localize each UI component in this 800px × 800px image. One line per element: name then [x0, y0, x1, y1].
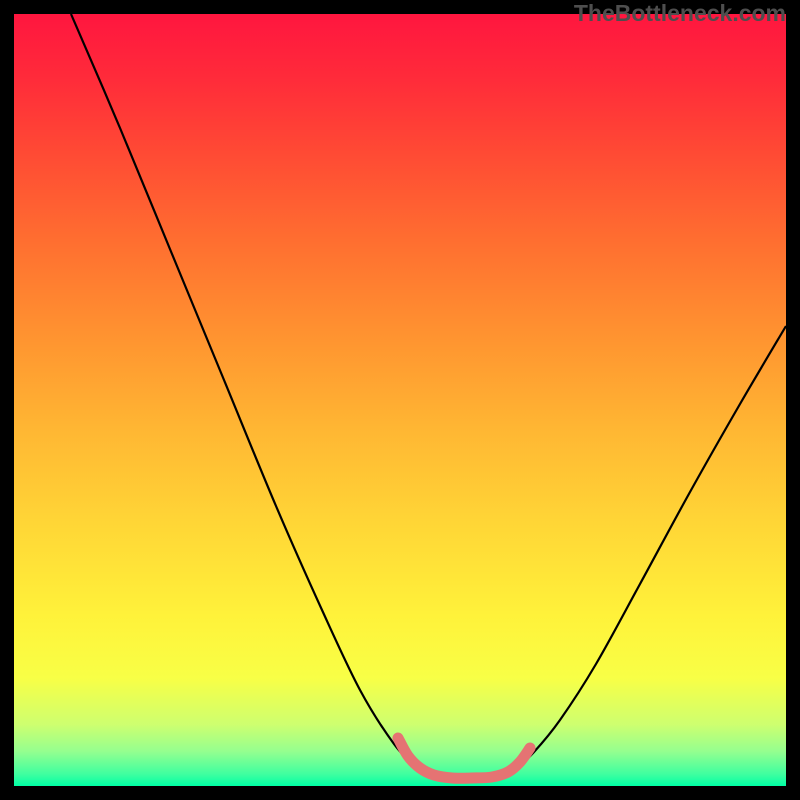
optimal-region-highlight — [398, 738, 530, 778]
bottleneck-curve — [71, 14, 786, 776]
chart-stage: TheBottleneck.com — [0, 0, 800, 800]
watermark-text: TheBottleneck.com — [574, 0, 786, 27]
curve-layer — [0, 0, 800, 800]
